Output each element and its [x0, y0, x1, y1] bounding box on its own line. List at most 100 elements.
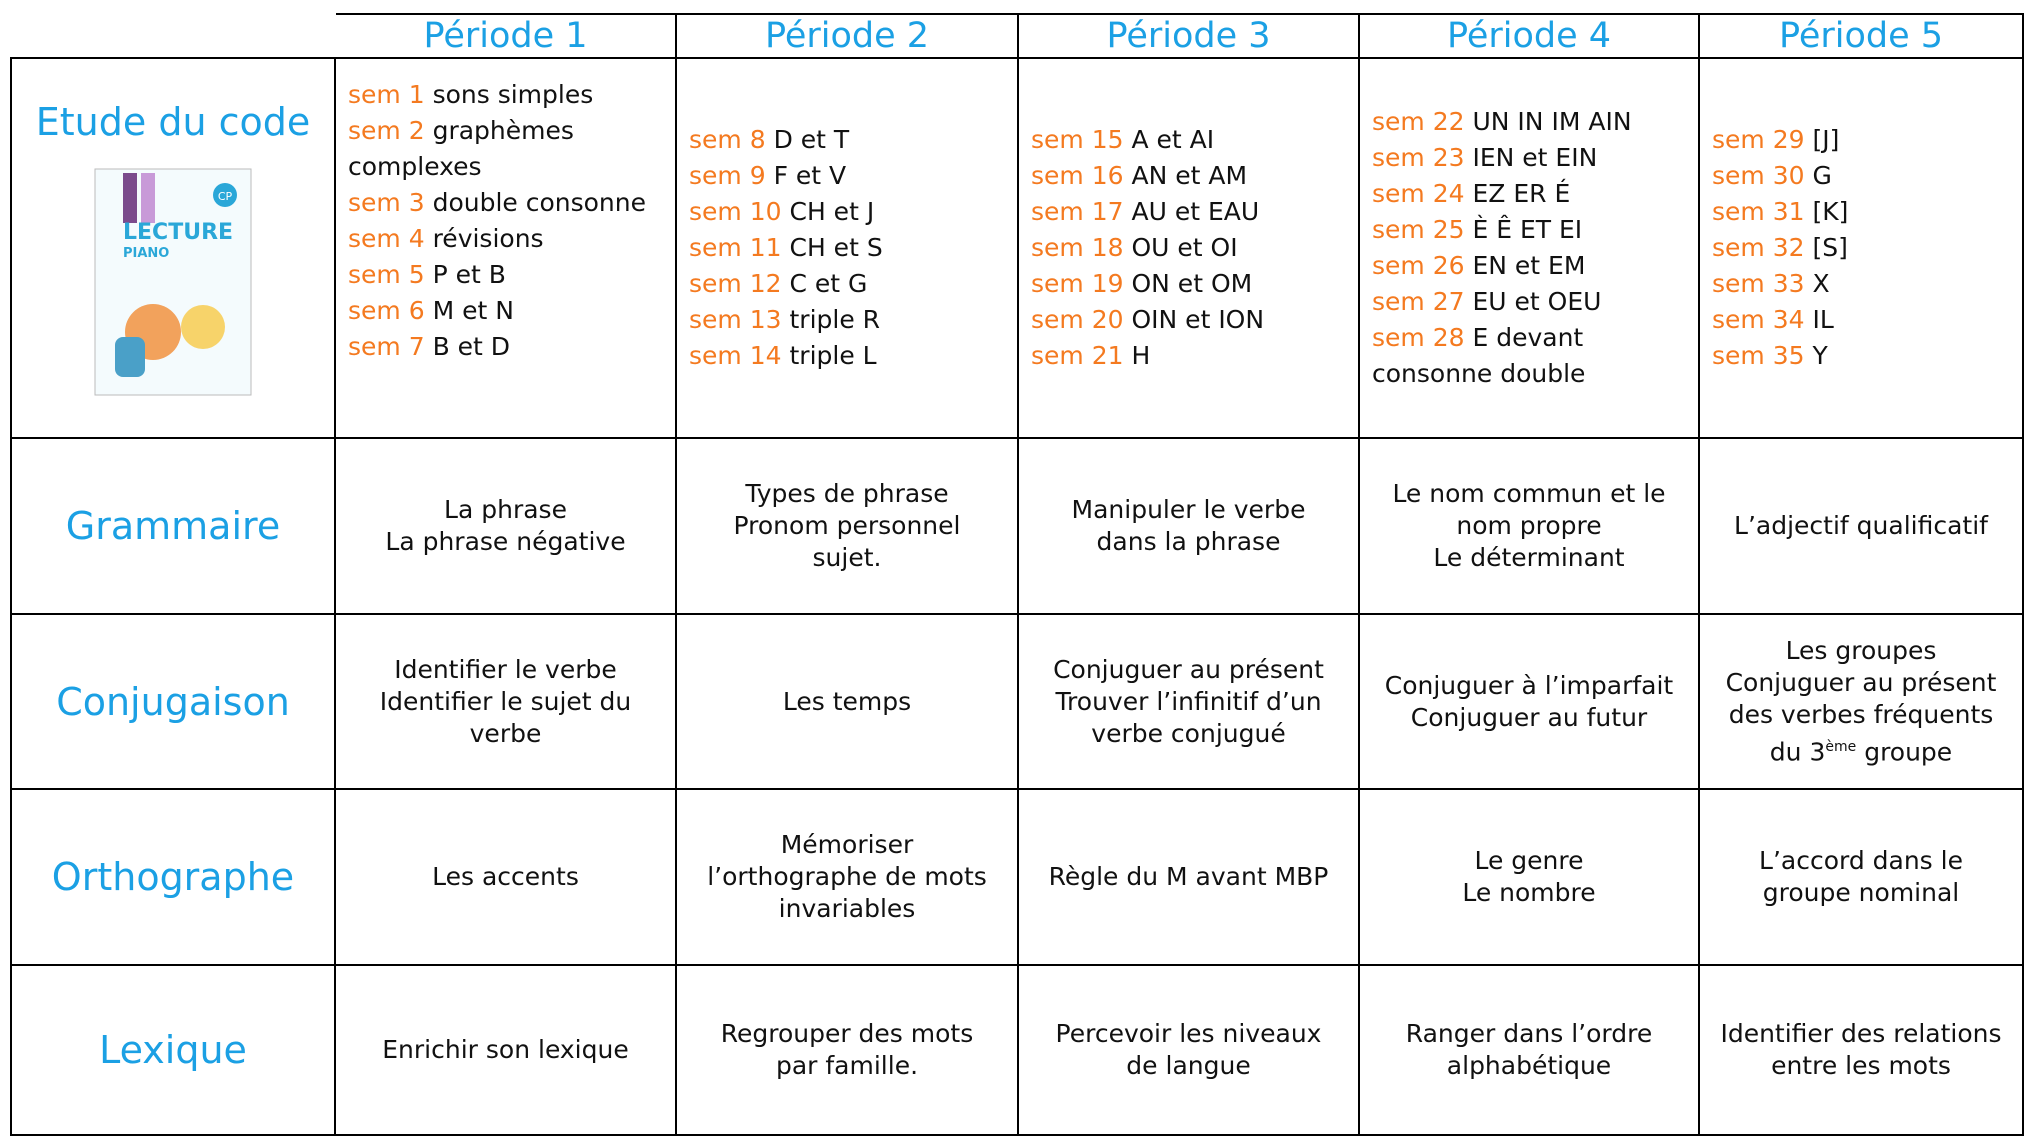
week-topic: B et D — [432, 332, 511, 361]
week-entry: sem 15 A et AI — [1031, 122, 1346, 158]
cell-content: Le genre Le nombre — [1360, 790, 1700, 966]
week-entry: sem 8 D et T — [689, 122, 1005, 158]
period-header: Période 4 — [1360, 13, 1700, 59]
week-topic: [J] — [1812, 125, 1840, 154]
week-entry: sem 23 IEN et EIN — [1372, 140, 1686, 176]
week-number: sem 35 — [1712, 341, 1805, 370]
cell-line: Types de phrase — [745, 479, 949, 508]
badge-text: CP — [218, 190, 233, 203]
cell-line: sujet. — [812, 543, 882, 572]
week-topic: graphèmes complexes — [348, 116, 574, 181]
cell-line: Ranger dans l’ordre — [1405, 1019, 1653, 1048]
cell-content: L’accord dans le groupe nominal — [1700, 790, 2024, 966]
week-entry: sem 21 H — [1031, 338, 1346, 374]
week-number: sem 29 — [1712, 125, 1805, 154]
row-label: Lexique — [10, 966, 336, 1136]
week-entry: sem 22 UN IN IM AIN — [1372, 104, 1686, 140]
week-entry: sem 18 OU et OI — [1031, 230, 1346, 266]
week-topic: EU et OEU — [1472, 287, 1602, 316]
cell-line: Identifier des relations — [1720, 1019, 2002, 1048]
week-entry: sem 14 triple L — [689, 338, 1005, 374]
book-title: LECTURE — [123, 220, 233, 245]
cell-line: par famille. — [775, 1051, 919, 1080]
cell-line: Percevoir les niveaux — [1055, 1019, 1322, 1048]
cell-line: L’accord dans le — [1759, 846, 1963, 875]
cell-content: Identifier des relations entre les mots — [1700, 966, 2024, 1136]
week-topic: A et AI — [1131, 125, 1215, 154]
cell-content: Le nom commun et le nom propre Le détermin… — [1360, 439, 1700, 615]
week-number: sem 13 — [689, 305, 782, 334]
week-entry: sem 16 AN et AM — [1031, 158, 1346, 194]
week-topic: È Ê ET EI — [1472, 215, 1583, 244]
week-topic: AU et EAU — [1131, 197, 1260, 226]
cell-line: Identifier le verbe — [394, 654, 617, 684]
week-number: sem 26 — [1372, 251, 1465, 280]
code-cell: sem 22 UN IN IM AIN sem 23 IEN et EIN sem … — [1360, 59, 1700, 439]
cell-content: Types de phrase Pronom personnel sujet. — [677, 439, 1019, 615]
week-entry: sem 17 AU et EAU — [1031, 194, 1346, 230]
week-number: sem 1 — [348, 80, 425, 109]
week-entry: sem 24 EZ ER É — [1372, 176, 1686, 212]
week-number: sem 4 — [348, 224, 425, 253]
week-entry: sem 3 double consonne — [348, 185, 663, 221]
week-entry: sem 11 CH et S — [689, 230, 1005, 266]
text: du 3 — [1769, 737, 1826, 767]
cell-content: Les accents — [336, 790, 677, 966]
cell-line: nom propre — [1456, 511, 1602, 540]
cell-line: Le genre — [1474, 846, 1584, 875]
cell-content: Mémoriser l’orthographe de mots invariable… — [677, 790, 1019, 966]
week-topic: Y — [1812, 341, 1828, 370]
week-number: sem 24 — [1372, 179, 1465, 208]
cell-line: Conjuguer à l’imparfait — [1384, 670, 1674, 700]
week-number: sem 31 — [1712, 197, 1805, 226]
cell-line: Conjuguer au présent — [1053, 654, 1324, 684]
week-topic: double consonne — [432, 188, 647, 217]
cell-line: Le nom commun et le — [1392, 479, 1666, 508]
text: groupe — [1856, 737, 1953, 767]
cell-content: Percevoir les niveaux de langue — [1019, 966, 1360, 1136]
cell-line: Conjuguer au présent — [1725, 667, 1997, 697]
week-entry: sem 26 EN et EM — [1372, 248, 1686, 284]
week-topic: ON et OM — [1131, 269, 1253, 298]
week-topic: D et T — [773, 125, 850, 154]
week-entry: sem 20 OIN et ION — [1031, 302, 1346, 338]
cell-line: Identifier le sujet du — [379, 686, 632, 716]
week-number: sem 3 — [348, 188, 425, 217]
cell-line: L’adjectif qualificatif — [1734, 511, 1988, 540]
cell-line: Les accents — [432, 862, 579, 891]
cell-line: l’orthographe de mots — [707, 862, 987, 891]
cell-content: Identifier le verbe Identifier le sujet d… — [336, 615, 677, 790]
cell-line: Les temps — [782, 686, 912, 716]
week-entry: sem 7 B et D — [348, 329, 663, 365]
book-subtitle: PIANO — [123, 246, 169, 261]
cell-content: Règle du M avant MBP — [1019, 790, 1360, 966]
week-topic: E devant consonne double — [1372, 323, 1586, 388]
week-topic: G — [1812, 161, 1832, 190]
week-topic: OU et OI — [1131, 233, 1238, 262]
cell-line: invariables — [778, 894, 916, 923]
week-number: sem 12 — [689, 269, 782, 298]
row-label-text: Etude du code — [35, 100, 311, 144]
cell-line: des verbes fréquents — [1728, 699, 1994, 729]
cell-line: Mémoriser — [780, 830, 914, 859]
week-entry: sem 2 graphèmes complexes — [348, 113, 663, 185]
week-topic: X — [1812, 269, 1830, 298]
cell-line: verbe conjugué — [1091, 718, 1286, 748]
week-number: sem 5 — [348, 260, 425, 289]
week-number: sem 22 — [1372, 107, 1465, 136]
week-topic: CH et J — [789, 197, 875, 226]
week-topic: OIN et ION — [1131, 305, 1265, 334]
cell-line: de langue — [1126, 1051, 1251, 1080]
week-topic: sons simples — [432, 80, 594, 109]
week-entry: sem 30 G — [1712, 158, 2010, 194]
week-topic: révisions — [432, 224, 544, 253]
period-header: Période 2 — [677, 13, 1019, 59]
week-number: sem 9 — [689, 161, 766, 190]
week-entry: sem 25 È Ê ET EI — [1372, 212, 1686, 248]
week-entry: sem 1 sons simples — [348, 77, 663, 113]
cell-line: Enrichir son lexique — [382, 1035, 629, 1064]
week-number: sem 28 — [1372, 323, 1465, 352]
